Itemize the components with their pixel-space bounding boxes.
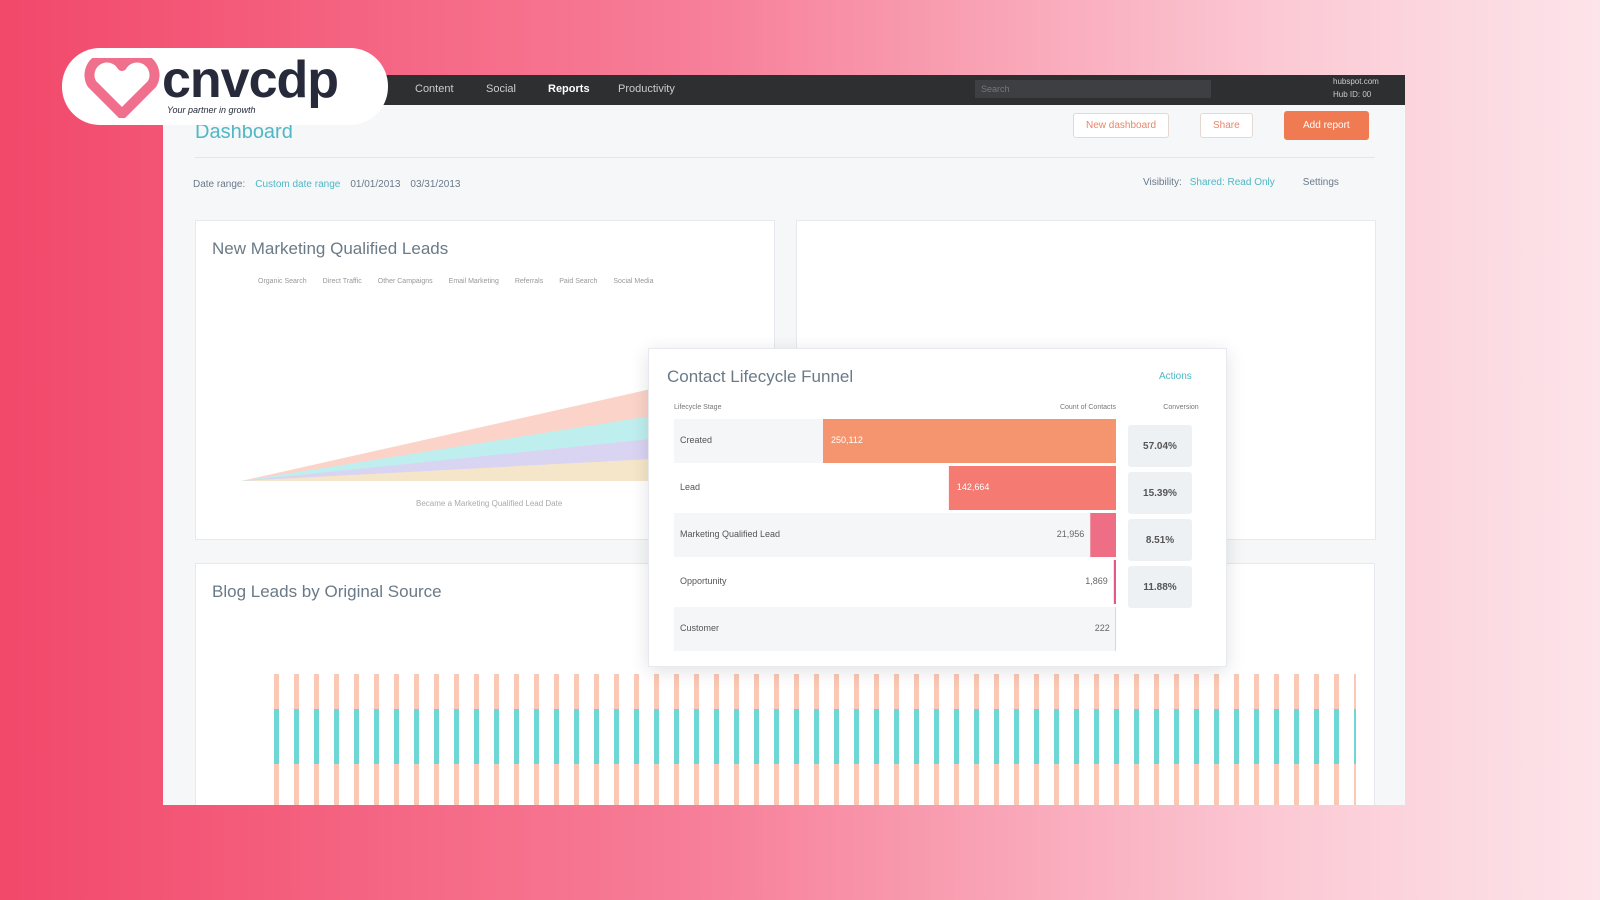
legend-item[interactable]: Social Media bbox=[613, 278, 654, 285]
date[interactable]: 03/31/2013 bbox=[410, 179, 461, 190]
column-header: Count of Contacts bbox=[1060, 404, 1117, 411]
count-label: 142,664 bbox=[957, 482, 990, 492]
hub-id: Hub ID: 00 bbox=[1333, 90, 1372, 99]
conversion-box bbox=[1128, 472, 1192, 514]
logo-text: cnvcdp bbox=[162, 51, 339, 109]
x-axis-title: Became a Marketing Qualified Lead Date bbox=[416, 499, 563, 508]
conversion-label: 11.88% bbox=[1143, 582, 1176, 593]
line-chart-illustration bbox=[241, 389, 651, 481]
stage-label: Customer bbox=[680, 623, 719, 633]
bar-chart-illustration bbox=[266, 709, 1356, 764]
funnel-bar bbox=[948, 466, 1116, 510]
logo-badge: cnvcdp Your partner in growth bbox=[62, 48, 388, 125]
heart bbox=[84, 58, 160, 118]
column-header: Lifecycle Stage bbox=[674, 404, 722, 411]
stage-label: Created bbox=[680, 435, 712, 445]
stage-label: Opportunity bbox=[680, 576, 727, 586]
row-bg bbox=[674, 607, 1116, 651]
nav-item[interactable]: Content bbox=[415, 83, 454, 95]
actions-dropdown[interactable]: Actions bbox=[1159, 371, 1192, 382]
conversion-label: 57.04% bbox=[1143, 441, 1177, 452]
date[interactable]: 01/01/2013 bbox=[350, 179, 401, 190]
nav-item[interactable]: Social bbox=[486, 83, 516, 95]
logo-tagline: Your partner in growth bbox=[167, 105, 256, 115]
count-label: 21,956 bbox=[1057, 529, 1085, 539]
card-title: Contact Lifecycle Funnel bbox=[667, 367, 854, 386]
label: Date range: bbox=[193, 179, 246, 190]
count-label: 222 bbox=[1095, 623, 1110, 633]
funnel-bar bbox=[1090, 513, 1116, 557]
nav-item[interactable]: Productivity bbox=[618, 83, 675, 95]
stage-label: Lead bbox=[680, 482, 700, 492]
dropdown[interactable]: Custom date range bbox=[255, 179, 341, 190]
filters: Date range: Custom date range 01/01/2013… bbox=[193, 179, 460, 190]
count-label: 250,112 bbox=[831, 435, 863, 445]
funnel-chart: Lifecycle Stage Count of Contacts Conversi… bbox=[674, 404, 1199, 651]
row-bg bbox=[674, 513, 1116, 557]
label: Visibility: bbox=[1143, 177, 1182, 188]
conversion-label: 15.39% bbox=[1143, 488, 1177, 499]
legend-item[interactable]: Organic Search bbox=[258, 278, 307, 285]
legend-item[interactable]: Other Campaigns bbox=[377, 278, 433, 285]
legend-item[interactable]: Email Marketing bbox=[448, 278, 499, 285]
conversion-label: 8.51% bbox=[1146, 535, 1174, 546]
stage-label: Marketing Qualified Lead bbox=[680, 529, 780, 539]
account: hubspot.com bbox=[1333, 77, 1379, 86]
legend-item[interactable]: Direct Traffic bbox=[322, 278, 362, 285]
funnel-bar bbox=[1113, 560, 1116, 604]
dropdown[interactable]: Settings bbox=[1302, 177, 1339, 188]
card-title: New Marketing Qualified Leads bbox=[212, 239, 449, 258]
divider bbox=[195, 157, 1375, 158]
legend-item[interactable]: Paid Search bbox=[559, 278, 598, 285]
search-box[interactable]: Search bbox=[975, 80, 1211, 98]
logo-heart bbox=[84, 58, 160, 118]
nav-item[interactable]: Reports bbox=[548, 83, 590, 95]
page-title[interactable]: Dashboard bbox=[195, 121, 293, 143]
button[interactable]: New dashboard bbox=[1073, 113, 1170, 138]
count-label: 1,869 bbox=[1085, 576, 1108, 586]
dropdown[interactable]: Shared: Read Only bbox=[1189, 177, 1275, 188]
conversion-box bbox=[1128, 519, 1192, 561]
funnel-card: Contact Lifecycle Funnel Actions Lifecyc… bbox=[648, 348, 1227, 667]
conversion-box bbox=[1128, 566, 1192, 608]
button[interactable]: Add report bbox=[1284, 111, 1369, 140]
visibility: Visibility: Shared: Read Only Settings bbox=[1143, 177, 1339, 188]
row-bg bbox=[674, 560, 1116, 604]
column-header: Conversion bbox=[1163, 404, 1199, 411]
funnel-bar bbox=[823, 419, 1116, 463]
area bbox=[241, 459, 651, 481]
card-title: Blog Leads by Original Source bbox=[212, 582, 442, 601]
legend: Organic Search Direct Traffic Other Campai… bbox=[258, 278, 653, 285]
conversion-box bbox=[1128, 425, 1192, 467]
legend-item[interactable]: Referrals bbox=[514, 278, 544, 285]
button[interactable]: Share bbox=[1200, 113, 1253, 138]
